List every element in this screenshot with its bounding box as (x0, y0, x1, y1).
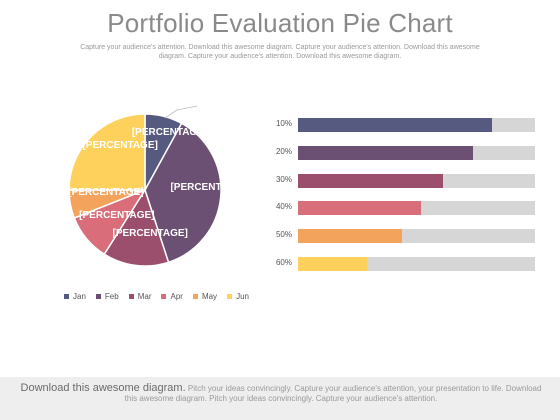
bar-track (298, 229, 535, 244)
legend-swatch (192, 293, 198, 299)
bar-row: 20% (262, 145, 552, 160)
bar-track (298, 201, 535, 216)
legend-swatch (128, 293, 134, 299)
page-title: Portfolio Evaluation Pie Chart (107, 8, 453, 38)
pie-leader-line (164, 105, 198, 119)
legend-item-mar: Mar (128, 291, 152, 301)
bar-tick-label: 50% (275, 230, 292, 240)
legend-item-may: May (192, 291, 218, 301)
legend-item-feb: Feb (95, 291, 119, 301)
legend-swatch (161, 293, 167, 299)
pie-legend: Jan Feb Mar Apr May Jun (64, 290, 259, 302)
pie-slice-label-feb: [PERCENTAGE] (170, 181, 246, 193)
footer-headline: Download this awesome diagram. (20, 382, 186, 394)
pie-slice-label-may: [PERCENTAGE] (68, 186, 144, 198)
bar-fill (298, 257, 367, 271)
bar-track (298, 257, 535, 271)
footer-text: Download this awesome diagram. Pitch you… (18, 383, 544, 404)
pie-chart-svg (68, 105, 222, 267)
legend-item-jun: Jun (227, 292, 249, 301)
legend-label: Apr (170, 291, 183, 301)
footer-body: Pitch your ideas convincingly. Capture y… (124, 384, 542, 403)
page-subtitle: Capture your audience's attention. Downl… (80, 44, 480, 60)
bar-fill (298, 173, 443, 188)
legend-label: Mar (137, 291, 152, 301)
bar-row: 40% (262, 201, 552, 216)
pie-slice-label-jun: [PERCENTAGE] (82, 140, 158, 152)
pie-chart: [PERCENTAGE] [PERCENTAGE] [PERCENTAGE] [PER… (40, 100, 246, 275)
legend-item-apr: Apr (161, 291, 183, 301)
legend-item-jan: Jan (64, 292, 86, 301)
legend-label: Jan (73, 291, 86, 301)
pie-slice-feb (144, 122, 222, 264)
bar-track (298, 173, 535, 188)
legend-label: Jun (236, 291, 249, 301)
pie-slice-mar (103, 188, 170, 267)
pie-slice-label-apr: [PERCENTAGE] (79, 209, 155, 221)
bar-row: 60% (262, 257, 552, 271)
bar-track (298, 145, 535, 160)
pie-slice-label-mar: [PERCENTAGE] (112, 228, 188, 240)
bar-row: 10% (262, 118, 552, 132)
bar-tick-label: 40% (275, 202, 292, 212)
bar-fill (298, 201, 422, 216)
bar-row: 50% (262, 229, 552, 244)
bar-tick-label: 30% (275, 174, 292, 184)
pie-slice-label-jan: [PERCENTAGE] (131, 126, 208, 138)
legend-swatch (95, 293, 101, 299)
bar-fill (298, 229, 403, 244)
legend-label: Feb (104, 291, 119, 301)
legend-label: May (201, 291, 218, 301)
footer: Download this awesome diagram. Pitch you… (0, 377, 560, 420)
pie-slice-jun (68, 113, 146, 191)
legend-swatch (227, 293, 233, 299)
bar-tick-label: 10% (275, 119, 292, 128)
bar-chart: 10% 20% 30% 40% 50% 60% (262, 118, 552, 288)
bar-fill (298, 145, 474, 160)
legend-swatch (64, 293, 69, 299)
bar-tick-label: 60% (275, 258, 292, 267)
bar-tick-label: 20% (275, 146, 292, 156)
bar-row: 30% (262, 173, 552, 188)
bar-fill (298, 118, 493, 132)
bar-track (298, 118, 535, 132)
